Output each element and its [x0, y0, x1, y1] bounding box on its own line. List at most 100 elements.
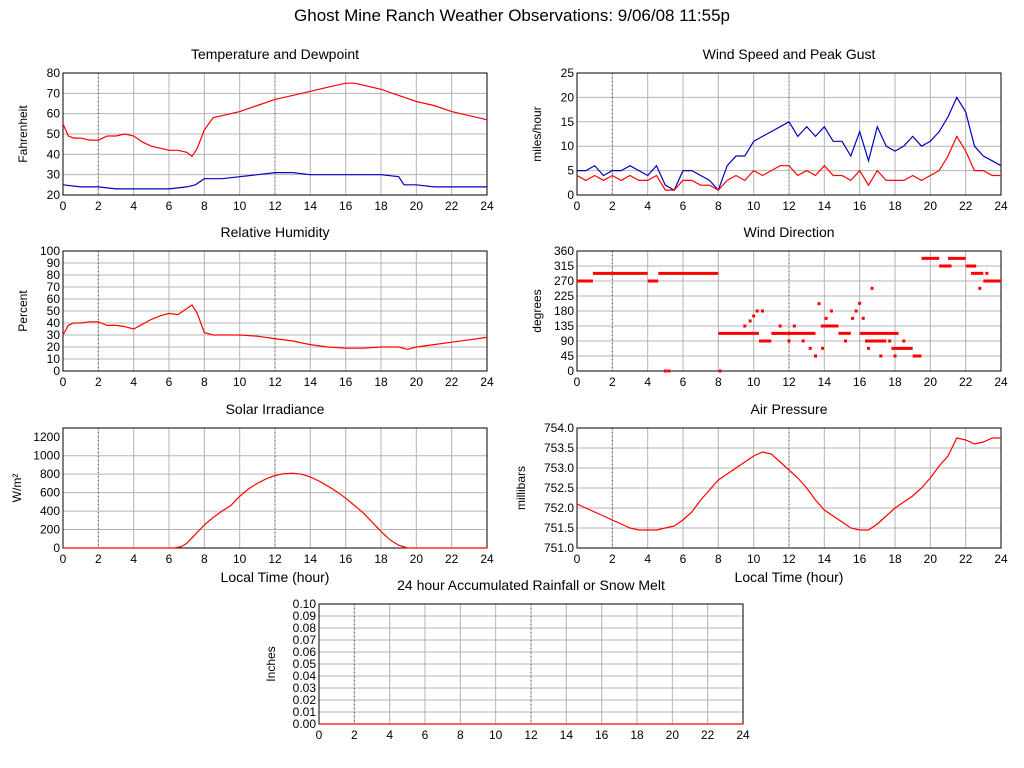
temp-xtick-label: 16: [339, 199, 353, 213]
direction-direction-point: [821, 346, 825, 350]
pressure-frame: [576, 427, 1002, 549]
wind-ytick-label: 5: [567, 164, 574, 178]
solar-ytick-label: 400: [40, 504, 60, 518]
humidity-ylabel: Percent: [16, 290, 30, 332]
humidity-title: Relative Humidity: [221, 224, 330, 240]
wind-xtick-label: 20: [924, 199, 938, 213]
rain-chart: 24 hour Accumulated Rainfall or Snow Mel…: [264, 577, 750, 742]
wind-xtick-label: 10: [747, 199, 761, 213]
wind-ytick-label: 0: [567, 188, 574, 202]
direction-direction-point: [667, 369, 671, 373]
pressure-ytick-label: 752.5: [544, 481, 574, 495]
temp-xtick-label: 0: [60, 199, 67, 213]
rain-xtick-label: 8: [457, 728, 464, 742]
direction-xtick-label: 6: [680, 375, 687, 389]
solar-series-line-0: [63, 472, 487, 549]
wind-xtick-label: 6: [680, 199, 687, 213]
temp-xtick-label: 6: [166, 199, 173, 213]
pressure-title: Air Pressure: [750, 401, 827, 417]
humidity-xtick-label: 2: [95, 375, 102, 389]
rain-ytick-label: 0.03: [293, 681, 317, 695]
pressure-ylabel: millibars: [514, 466, 528, 510]
rain-title: 24 hour Accumulated Rainfall or Snow Mel…: [397, 577, 665, 593]
rain-xtick-label: 6: [422, 728, 429, 742]
temp-series-line-0: [62, 82, 488, 158]
wind-xtick-label: 2: [609, 199, 616, 213]
temp-ytick-label: 50: [47, 127, 61, 141]
humidity-ytick-label: 70: [47, 280, 61, 294]
humidity-ytick-label: 80: [47, 268, 61, 282]
humidity-ytick-label: 40: [47, 316, 61, 330]
humidity-ytick-label: 30: [47, 328, 61, 342]
humidity-xtick-label: 20: [410, 375, 424, 389]
rain-ytick-label: 0.05: [293, 657, 317, 671]
direction-ytick-label: 90: [561, 334, 575, 348]
solar-xtick-label: 22: [445, 552, 459, 566]
humidity-xtick-label: 10: [233, 375, 247, 389]
rain-xtick-label: 4: [386, 728, 393, 742]
temp-ytick-label: 60: [47, 107, 61, 121]
direction-xtick-label: 0: [574, 375, 581, 389]
rain-xtick-label: 10: [489, 728, 503, 742]
pressure-xlabel: Local Time (hour): [735, 569, 844, 585]
direction-frame: [576, 250, 1002, 372]
page-title: Ghost Mine Ranch Weather Observations: 9…: [294, 6, 730, 25]
direction-direction-point: [743, 324, 747, 328]
wind-xtick-label: 8: [715, 199, 722, 213]
humidity-xtick-label: 18: [374, 375, 388, 389]
pressure-xtick-label: 4: [644, 552, 651, 566]
direction-direction-point: [867, 346, 870, 350]
pressure-ytick-label: 753.5: [544, 441, 574, 455]
pressure-ytick-label: 751.5: [544, 521, 574, 535]
rain-xtick-label: 24: [736, 728, 750, 742]
pressure-xtick-label: 14: [818, 552, 832, 566]
direction-direction-point: [902, 339, 906, 343]
rain-ytick-label: 0.09: [293, 609, 317, 623]
direction-xtick-label: 12: [782, 375, 796, 389]
wind-title: Wind Speed and Peak Gust: [703, 46, 876, 62]
wind-xtick-label: 14: [818, 199, 832, 213]
solar-xtick-label: 4: [130, 552, 137, 566]
temp-xtick-label: 20: [410, 199, 424, 213]
wind-series-line-1: [576, 135, 1001, 191]
solar-xtick-label: 0: [60, 552, 67, 566]
wind-xtick-label: 24: [994, 199, 1008, 213]
temp-xtick-label: 24: [480, 199, 494, 213]
direction-ylabel: degrees: [530, 289, 544, 332]
direction-direction-point: [824, 316, 828, 320]
temp-ytick-label: 40: [47, 147, 61, 161]
direction-direction-point: [817, 302, 821, 306]
pressure-xtick-label: 12: [782, 552, 796, 566]
direction-ytick-label: 315: [554, 259, 574, 273]
humidity-series-line-0: [62, 304, 488, 351]
direction-direction-point: [808, 346, 812, 350]
rain-ytick-label: 0.00: [293, 717, 317, 731]
temp-series-line-1: [62, 172, 487, 190]
pressure-xtick-label: 20: [924, 552, 938, 566]
solar-ytick-label: 1000: [33, 449, 60, 463]
humidity-frame: [62, 250, 488, 372]
rain-ytick-label: 0.06: [293, 645, 317, 659]
wind-xtick-label: 16: [853, 199, 867, 213]
direction-direction-point: [752, 314, 756, 318]
rain-xtick-label: 12: [524, 728, 538, 742]
wind-ytick-label: 15: [561, 115, 575, 129]
temp-frame: [62, 72, 488, 196]
direction-direction-point: [870, 286, 874, 290]
direction-ytick-label: 270: [554, 274, 574, 288]
humidity-ytick-label: 90: [47, 256, 61, 270]
direction-direction-point: [888, 339, 892, 343]
pressure-xtick-label: 2: [609, 552, 616, 566]
humidity-xtick-label: 4: [130, 375, 137, 389]
solar-frame: [62, 427, 488, 549]
temp-ytick-label: 30: [47, 168, 61, 182]
humidity-xtick-label: 24: [480, 375, 494, 389]
humidity-ytick-label: 0: [53, 364, 60, 378]
direction-xtick-label: 16: [853, 375, 867, 389]
solar-ytick-label: 200: [40, 523, 60, 537]
solar-xtick-label: 16: [339, 552, 353, 566]
